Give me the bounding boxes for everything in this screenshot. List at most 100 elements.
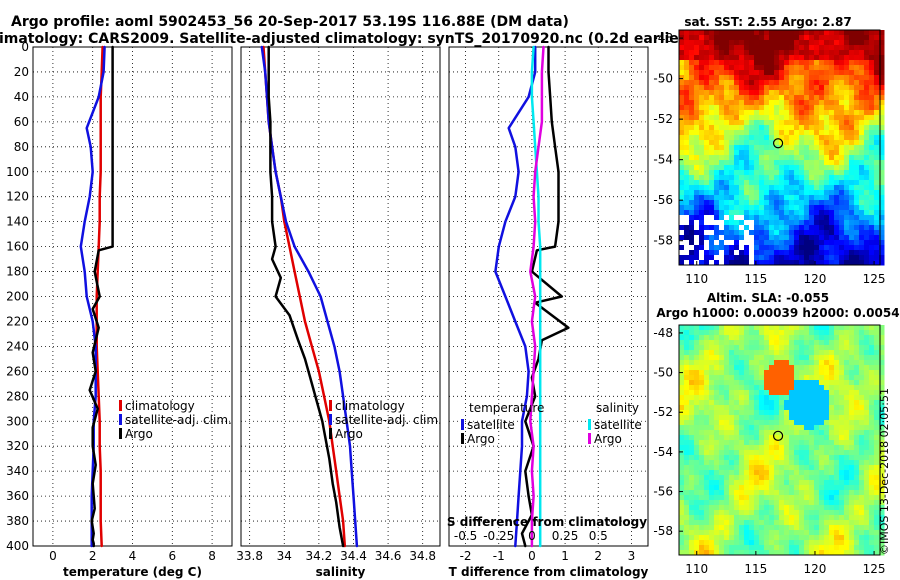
heatmap-cell xyxy=(744,165,750,171)
y-tick-label: 120 xyxy=(6,190,29,204)
heatmap-cell xyxy=(869,100,875,106)
heatmap-cell xyxy=(734,40,740,46)
heatmap-cell xyxy=(679,110,685,116)
heatmap-cell xyxy=(734,335,740,341)
heatmap-cell xyxy=(869,365,875,371)
heatmap-cell xyxy=(694,345,700,351)
heatmap-cell xyxy=(864,420,870,426)
heatmap-cell xyxy=(729,95,735,101)
heatmap-cell xyxy=(774,85,780,91)
heatmap-cell xyxy=(724,455,730,461)
heatmap-cell xyxy=(859,400,865,406)
heatmap-cell xyxy=(834,460,840,466)
heatmap-cell xyxy=(809,195,815,201)
heatmap-cell xyxy=(799,165,805,171)
heatmap-cell xyxy=(714,160,720,166)
heatmap-cell xyxy=(799,65,805,71)
heatmap-cell xyxy=(794,375,800,381)
heatmap-cell xyxy=(784,455,790,461)
heatmap-cell xyxy=(769,440,775,446)
heatmap-cell xyxy=(719,125,725,131)
heatmap-cell xyxy=(849,480,855,486)
heatmap-cell xyxy=(849,500,855,506)
heatmap-cell xyxy=(874,165,880,171)
heatmap-cell xyxy=(729,395,735,401)
heatmap-cell xyxy=(854,35,860,41)
heatmap-cell xyxy=(854,510,860,516)
heatmap-cell xyxy=(694,540,700,546)
heatmap-cell xyxy=(844,465,850,471)
heatmap-cell xyxy=(809,490,815,496)
heatmap-cell xyxy=(879,440,885,446)
heatmap-cell xyxy=(789,260,795,266)
heatmap-cell xyxy=(719,360,725,366)
heatmap-cell xyxy=(854,195,860,201)
heatmap-cell xyxy=(874,425,880,431)
heatmap-cell xyxy=(744,380,750,386)
heatmap-cell xyxy=(799,445,805,451)
heatmap-cell xyxy=(824,425,830,431)
heatmap-cell xyxy=(809,85,815,91)
heatmap-cell xyxy=(874,355,880,361)
heatmap-cell xyxy=(684,525,690,531)
heatmap-cell xyxy=(774,445,780,451)
heatmap-cell xyxy=(699,495,705,501)
heatmap-cell xyxy=(724,85,730,91)
heatmap-cell xyxy=(749,225,754,230)
heatmap-cell xyxy=(704,325,710,331)
heatmap-cell xyxy=(829,50,835,56)
heatmap-cell xyxy=(699,525,705,531)
heatmap-cell xyxy=(744,445,750,451)
heatmap-cell xyxy=(864,415,870,421)
heatmap-cell xyxy=(754,150,760,156)
heatmap-cell xyxy=(704,480,710,486)
heatmap-cell xyxy=(854,250,860,256)
heatmap-cell xyxy=(844,125,850,131)
heatmap-cell xyxy=(729,480,735,486)
heatmap-cell xyxy=(874,325,880,331)
heatmap-cell xyxy=(824,325,830,331)
heatmap-cell xyxy=(794,325,800,331)
heatmap-cell xyxy=(869,480,875,486)
heatmap-cell xyxy=(799,480,805,486)
heatmap-cell xyxy=(714,390,720,396)
heatmap-cell xyxy=(839,540,845,546)
heatmap-cell xyxy=(749,350,755,356)
heatmap-cell xyxy=(874,545,880,551)
x-tick-label: 2 xyxy=(594,549,602,563)
heatmap-cell xyxy=(839,115,845,121)
heatmap-cell xyxy=(784,385,790,391)
heatmap-cell xyxy=(744,500,750,506)
heatmap-cell xyxy=(759,140,765,146)
heatmap-cell xyxy=(754,495,760,501)
heatmap-cell xyxy=(774,545,780,551)
heatmap-cell xyxy=(729,200,735,206)
heatmap-cell xyxy=(879,100,885,106)
heatmap-cell xyxy=(819,415,825,421)
heatmap-cell xyxy=(709,445,715,451)
heatmap-cell xyxy=(799,45,805,51)
heatmap-cell xyxy=(834,125,840,131)
heatmap-cell xyxy=(834,490,840,496)
heatmap-cell xyxy=(854,330,860,336)
heatmap-cell xyxy=(824,455,830,461)
heatmap-cell xyxy=(859,340,865,346)
heatmap-cell xyxy=(769,335,775,341)
heatmap-cell xyxy=(754,185,760,191)
heatmap-cell xyxy=(834,470,840,476)
heatmap-cell xyxy=(734,255,740,261)
heatmap-cell xyxy=(879,500,885,506)
heatmap-cell xyxy=(734,495,740,501)
heatmap-cell xyxy=(794,155,800,161)
heatmap-cell xyxy=(819,145,825,151)
heatmap-cell xyxy=(684,330,690,336)
heatmap-cell xyxy=(849,40,855,46)
x-tick-label: 125 xyxy=(863,272,886,286)
heatmap-cell xyxy=(809,75,815,81)
heatmap-cell xyxy=(699,60,705,66)
heatmap-cell xyxy=(844,115,850,121)
heatmap-cell xyxy=(679,30,685,36)
heatmap-cell xyxy=(694,340,700,346)
legend-entry: satellite xyxy=(467,418,515,432)
heatmap-cell xyxy=(774,165,780,171)
